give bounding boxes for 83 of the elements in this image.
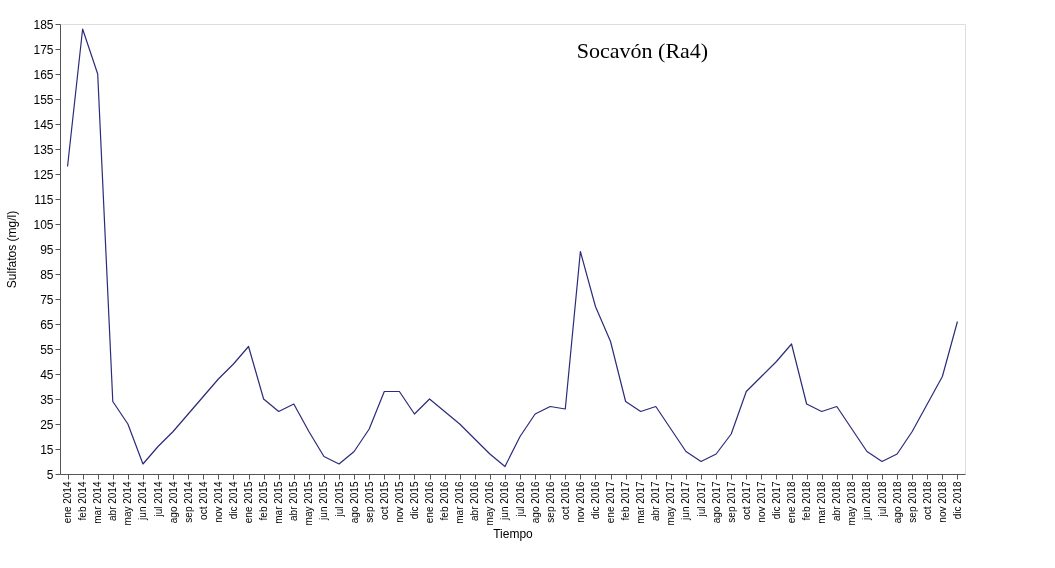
y-tick-label: 95 [40, 242, 54, 257]
x-tick-label: oct 2018 [921, 481, 933, 520]
x-tick-label: jun 2017 [680, 481, 692, 521]
y-tick-label: 165 [33, 67, 54, 82]
y-tick-label: 185 [33, 17, 54, 32]
x-tick-label: abr 2018 [831, 481, 843, 521]
x-tick-label: abr 2017 [650, 481, 662, 521]
x-tick-label: abr 2015 [288, 481, 300, 521]
x-tick-label: feb 2015 [258, 481, 270, 521]
x-tick-label: ene 2014 [62, 481, 74, 524]
x-tick-label: jul 2016 [514, 481, 526, 518]
x-tick-label: oct 2015 [378, 481, 390, 520]
x-tick-label: jul 2014 [152, 481, 164, 518]
x-tick-label: sep 2014 [182, 481, 194, 523]
y-tick-label: 55 [40, 342, 54, 357]
x-tick-label: jul 2015 [333, 481, 345, 518]
x-tick-label: may 2014 [122, 481, 134, 526]
x-tick-label: jul 2017 [695, 481, 707, 518]
x-tick-label: nov 2014 [212, 481, 224, 523]
x-tick-label: jun 2016 [499, 481, 511, 521]
x-tick-label: jul 2018 [876, 481, 888, 518]
y-tick-label: 35 [40, 392, 54, 407]
x-axis-title: Tiempo [493, 527, 534, 542]
x-tick-label: nov 2016 [574, 481, 586, 523]
x-tick-label: ene 2017 [605, 481, 617, 524]
line-series [66, 28, 959, 468]
x-tick-label: may 2017 [665, 481, 677, 526]
x-tick-label: ago 2014 [167, 481, 179, 524]
y-tick-label: 15 [40, 442, 54, 457]
x-tick-label: feb 2018 [801, 481, 813, 521]
x-tick-label: mar 2015 [273, 481, 285, 524]
x-tick-label: oct 2014 [197, 481, 209, 520]
x-tick-label: mar 2014 [92, 481, 104, 524]
x-tick-label: dic 2017 [770, 481, 782, 520]
x-tick-label: mar 2018 [816, 481, 828, 524]
x-tick-label: sep 2015 [363, 481, 375, 523]
x-tick-label: abr 2016 [469, 481, 481, 521]
x-tick-label: jun 2014 [137, 481, 149, 521]
y-tick-label: 75 [40, 292, 54, 307]
x-tick-label: mar 2016 [454, 481, 466, 524]
x-tick-label: may 2016 [484, 481, 496, 526]
y-tick-label: 155 [33, 92, 54, 107]
x-tick-label: jun 2015 [318, 481, 330, 521]
y-tick-label: 175 [33, 42, 54, 57]
y-tick-label: 145 [33, 117, 54, 132]
y-tick-label: 125 [33, 167, 54, 182]
x-tick-label: ago 2015 [348, 481, 360, 524]
x-tick-label: ene 2016 [424, 481, 436, 524]
x-tick-label: may 2015 [303, 481, 315, 526]
y-tick-label: 115 [34, 192, 54, 207]
x-tick-label: feb 2014 [77, 481, 89, 521]
x-tick-label: mar 2017 [635, 481, 647, 524]
x-tick-label: oct 2017 [740, 481, 752, 520]
x-tick-label: oct 2016 [559, 481, 571, 520]
x-tick-label: dic 2018 [951, 481, 963, 520]
x-tick-label: ago 2017 [710, 481, 722, 524]
y-axis-title: Sulfatos (mg/l) [5, 210, 20, 289]
y-tick-label: 85 [40, 267, 54, 282]
y-tick-label: 25 [40, 417, 54, 432]
x-tick-label: ago 2018 [891, 481, 903, 524]
x-tick-label: jun 2018 [861, 481, 873, 521]
x-tick-label: nov 2015 [393, 481, 405, 523]
x-tick-label: dic 2015 [408, 481, 420, 520]
x-tick-label: ene 2018 [786, 481, 798, 524]
y-tick-label: 5 [46, 467, 54, 482]
x-tick-label: ene 2015 [243, 481, 255, 524]
y-tick-label: 45 [40, 367, 54, 382]
x-tick-label: sep 2016 [544, 481, 556, 523]
x-tick-label: feb 2016 [439, 481, 451, 521]
y-tick-label: 135 [33, 142, 54, 157]
x-tick-label: ago 2016 [529, 481, 541, 524]
x-tick-label: sep 2017 [725, 481, 737, 523]
y-tick-label: 65 [40, 317, 54, 332]
x-tick-label: feb 2017 [620, 481, 632, 521]
x-tick-label: abr 2014 [107, 481, 119, 521]
x-tick-label: dic 2014 [227, 481, 239, 520]
x-tick-label: dic 2016 [589, 481, 601, 520]
y-tick-label: 105 [33, 217, 54, 232]
x-tick-label: sep 2018 [906, 481, 918, 523]
x-tick-label: nov 2017 [755, 481, 767, 523]
x-tick-label: nov 2018 [936, 481, 948, 523]
text: Socavón (Ra4) [576, 38, 709, 63]
x-tick-label: may 2018 [846, 481, 858, 526]
